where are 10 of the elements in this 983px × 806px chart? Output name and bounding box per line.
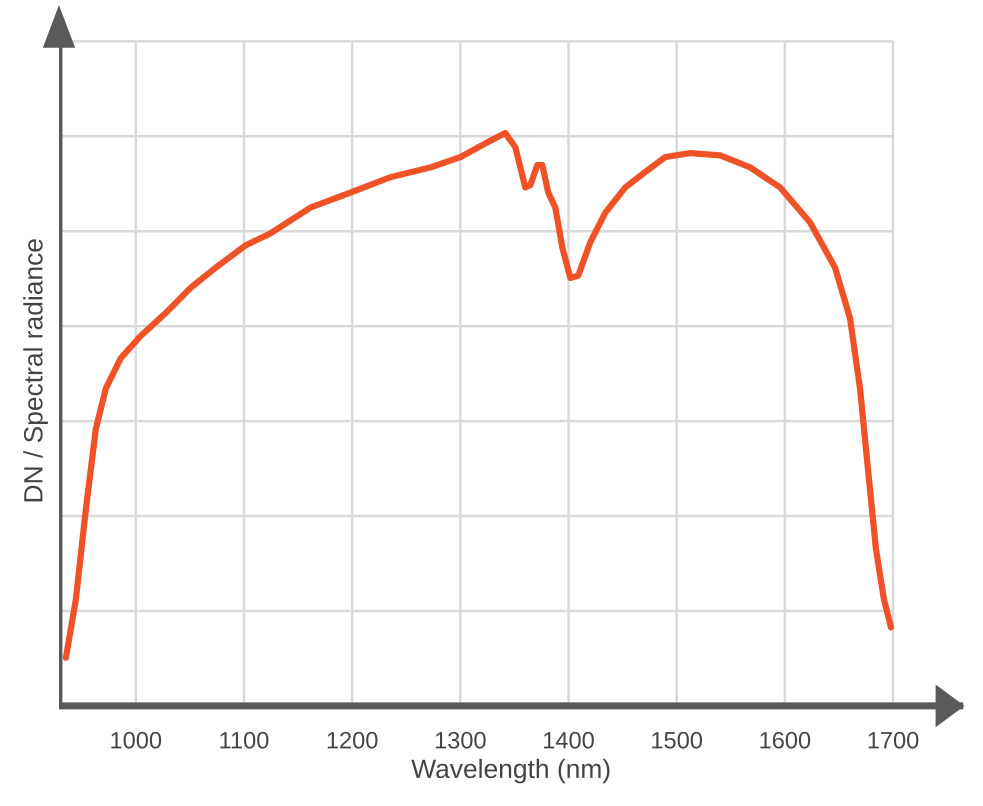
- x-tick-label: 1300: [436, 732, 486, 749]
- x-tick-label: 1000: [111, 732, 162, 749]
- x-tick-label: 1100: [220, 732, 268, 749]
- x-tick-label: 1700: [868, 732, 918, 749]
- y-axis-title: DN / Spectral radiance: [23, 239, 48, 502]
- x-axis-title: Wavelength (nm): [411, 758, 610, 784]
- x-tick-label: 1600: [760, 732, 810, 749]
- x-tick-label: 1200: [328, 732, 378, 749]
- x-tick-label: 1500: [652, 732, 702, 749]
- x-tick-label: 1400: [544, 732, 594, 749]
